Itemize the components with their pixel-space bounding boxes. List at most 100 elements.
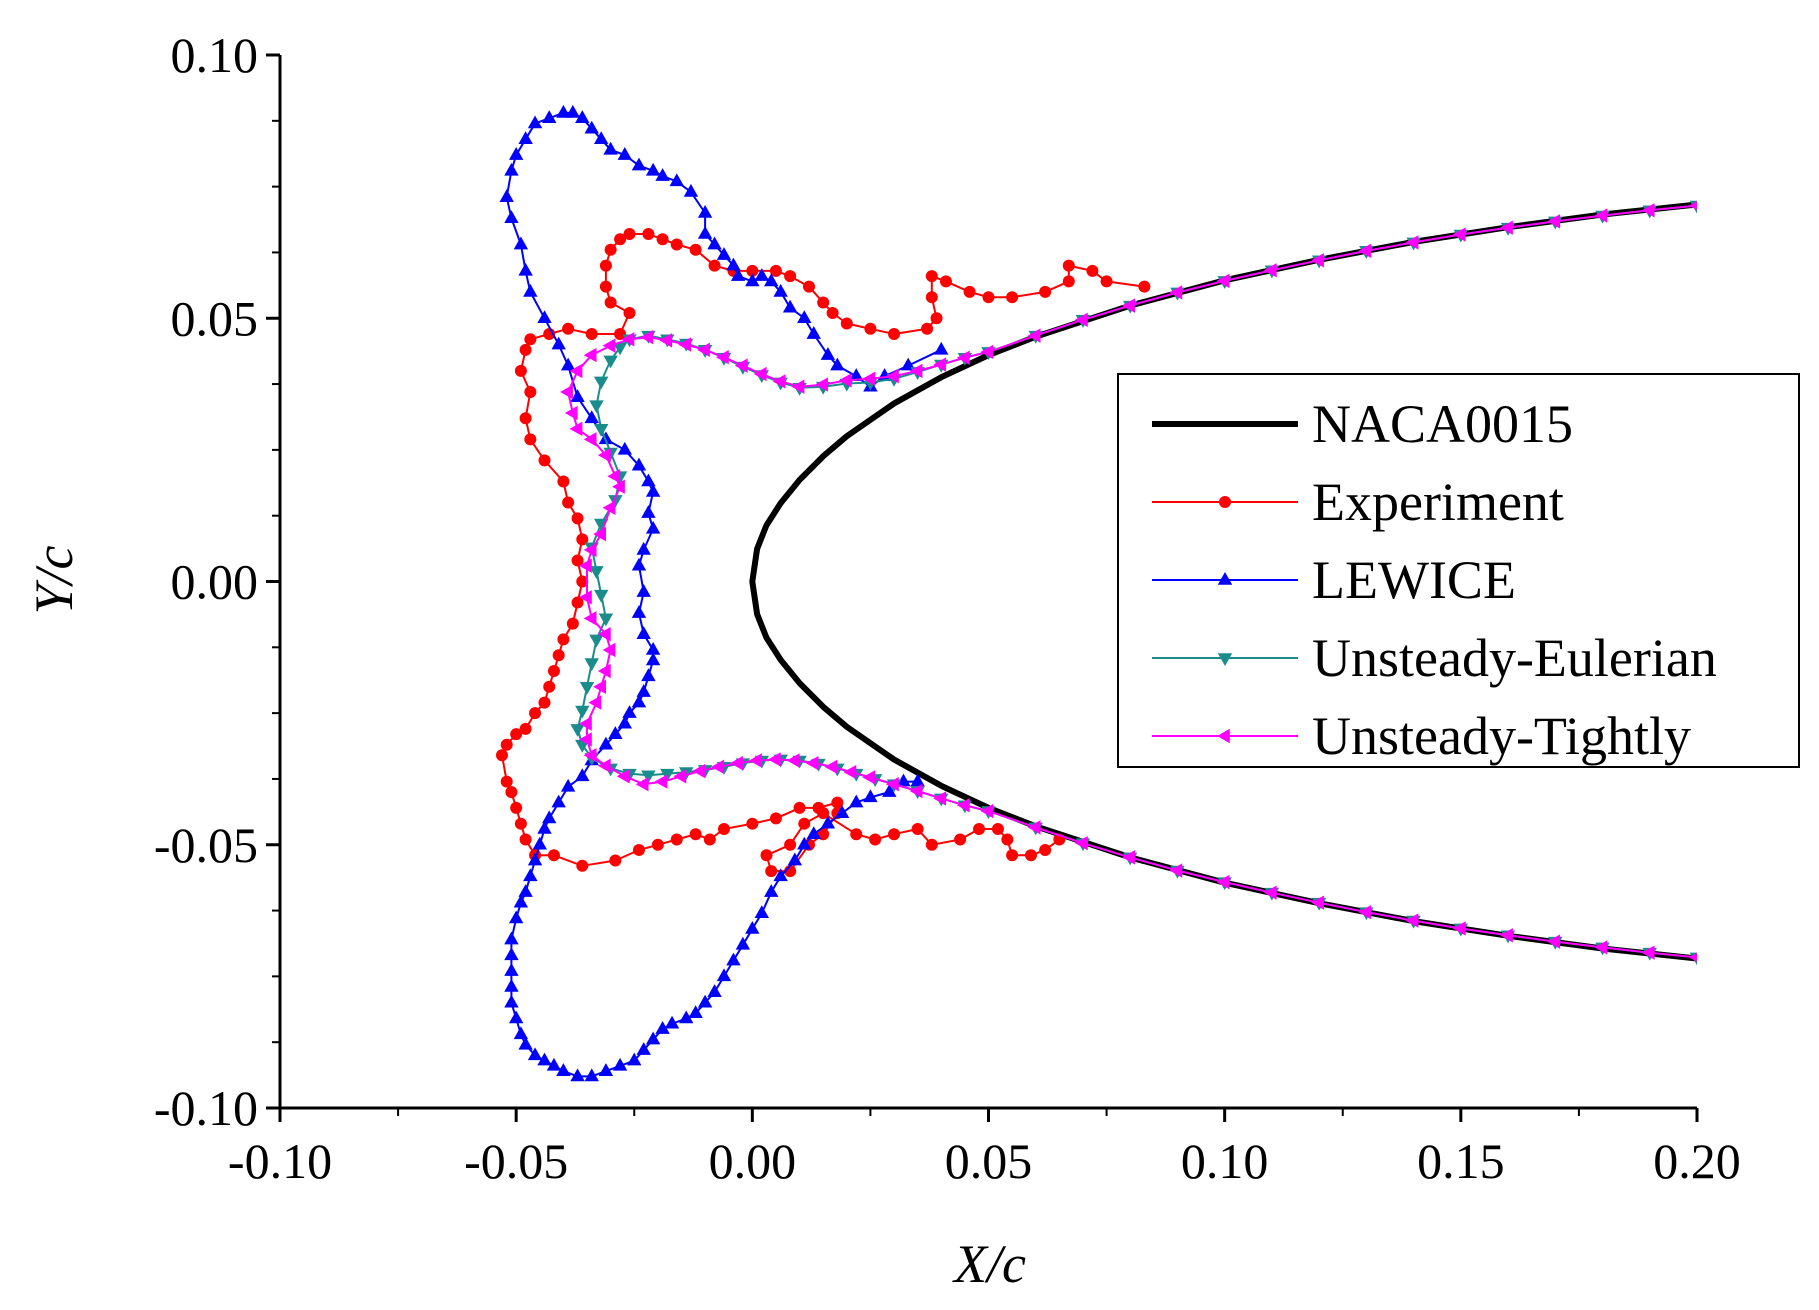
data-point [805, 755, 819, 771]
data-point [933, 357, 947, 372]
data-point [623, 228, 636, 241]
data-point [524, 433, 537, 446]
data-point [575, 110, 590, 123]
data-point [560, 357, 576, 371]
data-point [773, 868, 788, 882]
data-point [869, 833, 882, 846]
data-point [616, 769, 630, 784]
data-point [597, 626, 611, 642]
data-point [560, 778, 576, 792]
data-point [524, 333, 537, 346]
data-point [500, 738, 513, 751]
data-point [746, 817, 759, 830]
data-point [1358, 243, 1372, 259]
data-point [834, 805, 850, 818]
series-lewice [499, 104, 949, 1082]
data-point [697, 204, 713, 218]
data-point [769, 812, 782, 825]
legend-marker [1217, 572, 1233, 585]
data-point [513, 1026, 529, 1040]
data-point [826, 306, 839, 319]
data-point [749, 753, 762, 768]
data-point [504, 931, 519, 945]
data-point [608, 726, 623, 739]
legend-label: Unsteady-Tightly [1312, 706, 1691, 766]
data-point [504, 963, 519, 976]
data-point [645, 652, 661, 666]
data-point [598, 736, 614, 750]
data-point [603, 141, 618, 155]
data-point [518, 131, 533, 145]
legend-label: Experiment [1312, 472, 1564, 532]
data-point [1452, 921, 1466, 936]
data-point [1086, 264, 1099, 277]
data-point [726, 952, 741, 966]
data-point [1074, 835, 1088, 851]
data-point [523, 868, 538, 882]
data-point [584, 658, 599, 672]
data-point [636, 584, 651, 597]
legend-label: NACA0015 [1312, 394, 1573, 454]
data-point [1358, 904, 1372, 920]
data-point [513, 894, 529, 908]
data-point [888, 328, 901, 341]
data-point [1025, 849, 1038, 862]
data-point [570, 724, 585, 737]
data-point [514, 817, 527, 830]
data-point [514, 364, 527, 377]
data-point [655, 1021, 670, 1034]
data-point [557, 633, 570, 646]
data-point [909, 783, 923, 799]
data-point [585, 328, 598, 341]
data-point [614, 328, 627, 341]
legend-label: Unsteady-Eulerian [1312, 628, 1717, 688]
data-point [1641, 203, 1655, 218]
data-point [609, 854, 622, 867]
data-point [508, 147, 524, 160]
data-point [576, 575, 589, 588]
data-point [863, 789, 878, 803]
data-point [538, 454, 551, 467]
data-point [579, 682, 595, 695]
data-point [602, 338, 616, 353]
data-point [716, 247, 732, 260]
data-point [1039, 844, 1052, 857]
data-point [1006, 849, 1019, 862]
data-point [519, 833, 532, 846]
data-point [593, 679, 606, 694]
data-point [664, 1015, 680, 1029]
data-point [1405, 913, 1419, 928]
data-point [571, 596, 584, 609]
legend-label: LEWICE [1312, 550, 1516, 610]
data-point [556, 104, 571, 118]
data-point [753, 366, 767, 382]
data-point [532, 836, 547, 850]
data-point [651, 838, 664, 851]
data-point [670, 238, 683, 251]
data-point [518, 262, 533, 276]
data-point [636, 626, 651, 639]
data-point [730, 755, 743, 771]
data-point [589, 400, 604, 414]
data-point [537, 820, 552, 834]
data-point [635, 777, 649, 792]
data-point [602, 500, 616, 515]
data-point [495, 749, 508, 762]
data-point [593, 526, 606, 542]
data-point [786, 753, 800, 768]
data-point [963, 285, 976, 298]
data-point [597, 447, 611, 463]
data-point [678, 337, 692, 352]
data-point [797, 310, 812, 324]
data-point [925, 270, 938, 283]
data-point [726, 257, 741, 271]
data-point [782, 299, 798, 313]
data-point [576, 533, 589, 546]
data-point [552, 649, 565, 662]
data-point [621, 332, 635, 347]
data-point [669, 173, 684, 187]
data-point [612, 479, 625, 494]
data-point [623, 306, 636, 319]
x-tick-label: 0.10 [1181, 1133, 1269, 1189]
